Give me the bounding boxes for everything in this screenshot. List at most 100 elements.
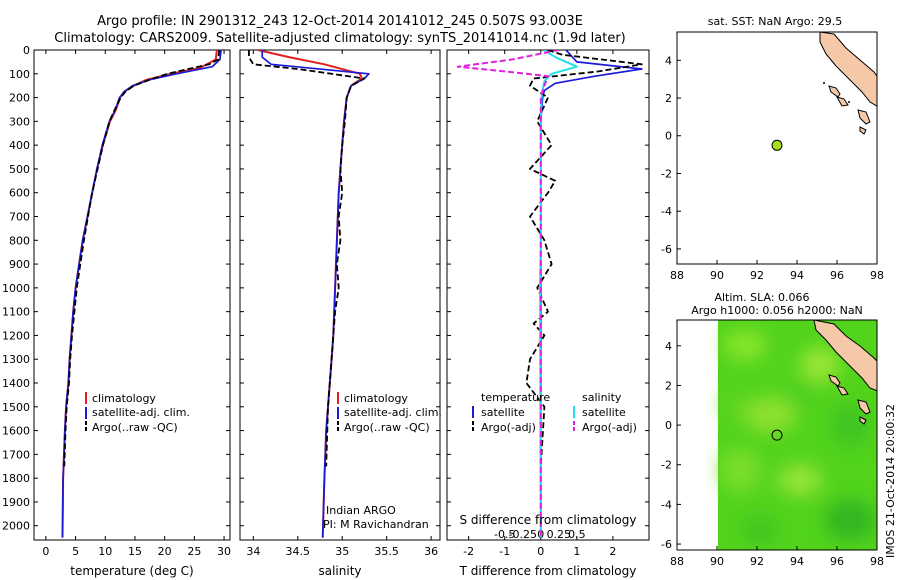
map-y-tick-label: -6: [661, 243, 672, 256]
legend-temperature-header: temperature: [481, 391, 550, 404]
map-x-tick-label: 98: [870, 269, 884, 282]
map-y-tick-label: 0: [665, 419, 672, 432]
legend-sal-argo: Argo(-adj): [582, 421, 637, 434]
depth-tick-label: 0: [23, 44, 30, 57]
legend-argo-s: Argo(..raw -QC): [344, 421, 430, 434]
sla-field-texture: [720, 329, 876, 544]
s-tick-label: 0.5: [568, 528, 586, 541]
x-tick-label: -2: [463, 545, 474, 558]
map-y-tick-label: -2: [661, 167, 672, 180]
difference-xlabel: T difference from climatology: [459, 564, 637, 578]
depth-tick-label: 1000: [2, 282, 30, 295]
legend-temp-satellite: satellite: [481, 406, 525, 419]
x-tick-label: 5: [72, 545, 79, 558]
depth-tick-label: 1900: [2, 496, 30, 509]
sst-map-ticks: 88 90 92 94 96 98 -6 -4 -2 0 2 4: [661, 54, 884, 282]
sla-map-points: [771, 429, 783, 441]
depth-tick-label: 300: [9, 115, 30, 128]
temperature-panel: 0100200300400500600700800900100011001200…: [2, 44, 231, 578]
depth-ticks: 0 100 200 300 400 500 600 700 800 900 1000 1100 1200…: [2, 44, 230, 533]
x-tick-label: 34.5: [286, 545, 311, 558]
map-x-tick-label: 96: [830, 555, 844, 568]
sla-map-title-2: Argo h1000: 0.056 h2000: NaN: [691, 304, 863, 317]
island-simeulue-2: [828, 374, 841, 387]
depth-tick-label: 1600: [2, 425, 30, 438]
x-tick-label: 10: [98, 545, 112, 558]
map-x-tick-label: 90: [710, 269, 724, 282]
sst-map-points: [771, 139, 783, 151]
series-Argo: [63, 50, 221, 467]
imos-watermark: IMOS 21-Oct-2014 20:00:32: [884, 404, 897, 558]
island-siberut: [857, 109, 871, 125]
sla-map-panel: Altim. SLA: 0.066 Argo h1000: 0.056 h200…: [661, 291, 884, 568]
series-salinity-satellite: [539, 50, 578, 538]
map-y-tick-label: 4: [665, 340, 672, 353]
x-tick-label: 30: [217, 545, 231, 558]
depth-tick-label: 2000: [2, 520, 30, 533]
map-y-tick-label: 0: [665, 130, 672, 143]
difference-panel: -2 -1 0 1 2 -0.5-0.25 0 0.250.5 T difference f…: [446, 49, 650, 578]
series-Argo: [247, 50, 366, 467]
map-x-tick-label: 88: [670, 555, 684, 568]
depth-tick-label: 1400: [2, 377, 30, 390]
series-climatology: [257, 50, 363, 538]
temperature-lines: [61, 50, 222, 538]
salinity-x-ticks: 34 34.5 35 35.5 36: [246, 50, 438, 558]
depth-tick-label: 400: [9, 139, 30, 152]
temperature-legend: climatology satellite-adj. clim. Argo(..…: [85, 392, 190, 434]
series-satellite-adj. clim.: [61, 50, 222, 538]
sla-map-ticks: 88 90 92 94 96 98 -6 -4 -2 0 2 4: [661, 340, 884, 568]
annotation-indian-argo: Indian ARGO: [326, 504, 396, 517]
salinity-diff-label: S difference from climatology: [460, 513, 637, 527]
x-tick-label: 35: [335, 545, 349, 558]
map-y-tick-label: -4: [661, 498, 672, 511]
map-x-tick-label: 94: [790, 555, 804, 568]
argo-location-point: [771, 139, 783, 151]
s-tick-label: -0.5: [494, 528, 515, 541]
x-tick-label: -1: [499, 545, 510, 558]
island-small-2: [859, 416, 867, 425]
argo-location-point: [771, 429, 783, 441]
island-nias-2: [835, 385, 849, 396]
s-tick-label: 0.25: [547, 528, 572, 541]
legend-salinity-header: salinity: [582, 391, 622, 404]
salinity-xlabel: salinity: [318, 564, 361, 578]
x-tick-label: 34: [246, 545, 260, 558]
salinity-axes: [239, 49, 441, 541]
depth-tick-label: 200: [9, 92, 30, 105]
depth-tick-label: 1500: [2, 401, 30, 414]
map-y-tick-label: 4: [665, 54, 672, 67]
island-siberut-2: [857, 399, 871, 415]
title-line-2: Climatology: CARS2009. Satellite-adjuste…: [54, 31, 626, 46]
island-small: [859, 126, 867, 135]
sst-map-title: sat. SST: NaN Argo: 29.5: [708, 15, 842, 28]
legend-climatology-s: climatology: [344, 392, 408, 405]
x-tick-label: 36: [424, 545, 438, 558]
s-tick-label: -0.25: [509, 528, 537, 541]
map-x-tick-label: 98: [870, 555, 884, 568]
depth-tick-label: 1300: [2, 353, 30, 366]
temperature-axes: [33, 49, 231, 541]
map-x-tick-label: 88: [670, 269, 684, 282]
x-tick-label: 1: [573, 545, 580, 558]
title-line-1: Argo profile: IN 2901312_243 12-Oct-2014…: [97, 14, 583, 29]
island-nias: [835, 96, 849, 107]
depth-tick-label: 900: [9, 258, 30, 271]
x-tick-label: 2: [609, 545, 616, 558]
map-y-tick-label: -6: [661, 538, 672, 551]
x-tick-label: 35.5: [374, 545, 399, 558]
depth-tick-label: 1100: [2, 306, 30, 319]
x-tick-label: 0: [42, 545, 49, 558]
x-tick-label: 25: [187, 545, 201, 558]
difference-legend: temperature satellite Argo(-adj) salinit…: [472, 391, 637, 434]
x-tick-label: 15: [128, 545, 142, 558]
legend-argo: Argo(..raw -QC): [92, 421, 178, 434]
sla-map-axes: [676, 319, 878, 551]
map-y-tick-label: 2: [665, 379, 672, 392]
sst-map-axes: [676, 31, 878, 265]
sumatra-land: [819, 32, 877, 107]
sla-map-title-1: Altim. SLA: 0.066: [714, 291, 809, 304]
map-x-tick-label: 90: [710, 555, 724, 568]
depth-tick-label: 1800: [2, 472, 30, 485]
